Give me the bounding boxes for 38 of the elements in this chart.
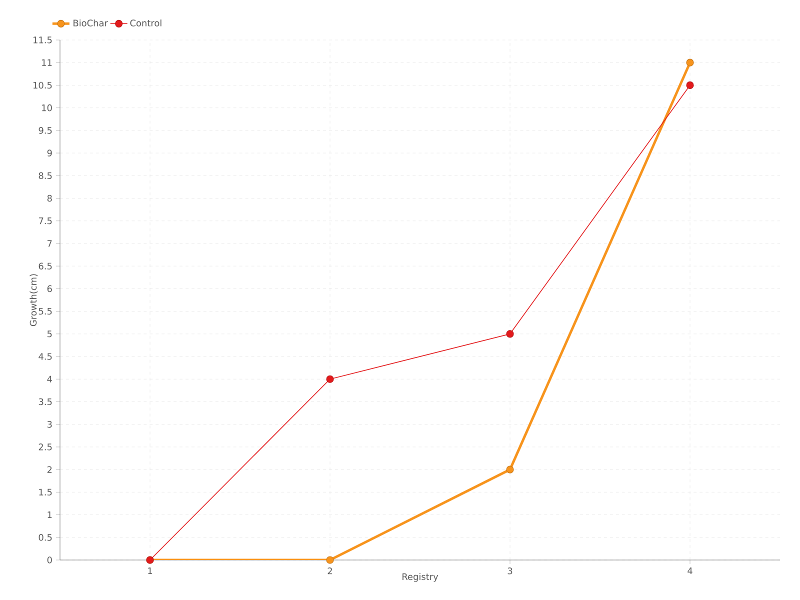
point xyxy=(686,58,694,66)
x-tick-label: 3 xyxy=(508,568,512,574)
y-tick-label: 2.5 xyxy=(38,444,52,450)
legend-label: Control xyxy=(130,20,162,26)
y-tick-label: 11.5 xyxy=(34,36,52,44)
y-tick-label: 9 xyxy=(47,150,52,156)
y-tick-label: 3 xyxy=(47,420,52,428)
point xyxy=(326,375,334,383)
y-tick-label: 0.5 xyxy=(38,534,52,541)
y-tick-label: 3.5 xyxy=(38,398,52,406)
y-tick-label: 1 xyxy=(48,512,52,518)
x-tick-label: 4 xyxy=(688,568,692,574)
y-tick-label: 11 xyxy=(42,59,52,66)
y-tick-label: 4.5 xyxy=(38,353,52,360)
x-axis-title: Registry xyxy=(402,573,438,582)
y-tick-label: 7 xyxy=(48,240,52,247)
legend-label: BioChar xyxy=(74,20,108,26)
x-tick-label: 2 xyxy=(328,568,332,574)
y-tick-label: 10 xyxy=(42,104,52,112)
y-tick-label: 9.5 xyxy=(38,127,52,134)
point xyxy=(686,81,694,90)
point xyxy=(506,466,514,474)
y-tick-label: 6 xyxy=(47,285,52,292)
y-axis-title: Growth(cm) xyxy=(30,274,38,326)
y-tick-label: 5.5 xyxy=(38,308,52,315)
y-tick-label: 2 xyxy=(47,466,52,473)
y-tick-label: 6.5 xyxy=(38,262,52,270)
y-tick-label: 8 xyxy=(47,194,52,202)
y-tick-label: 10.5 xyxy=(34,82,52,89)
point xyxy=(506,330,514,338)
y-tick-label: 7.5 xyxy=(38,218,52,224)
y-tick-label: 0 xyxy=(47,556,52,564)
x-tick-label: 1 xyxy=(148,568,152,574)
point xyxy=(326,556,334,564)
y-tick-label: 4 xyxy=(47,376,52,382)
y-tick-label: 8.5 xyxy=(38,172,52,180)
y-tick-label: 5 xyxy=(47,330,52,338)
y-tick-label: 1.5 xyxy=(39,488,52,496)
